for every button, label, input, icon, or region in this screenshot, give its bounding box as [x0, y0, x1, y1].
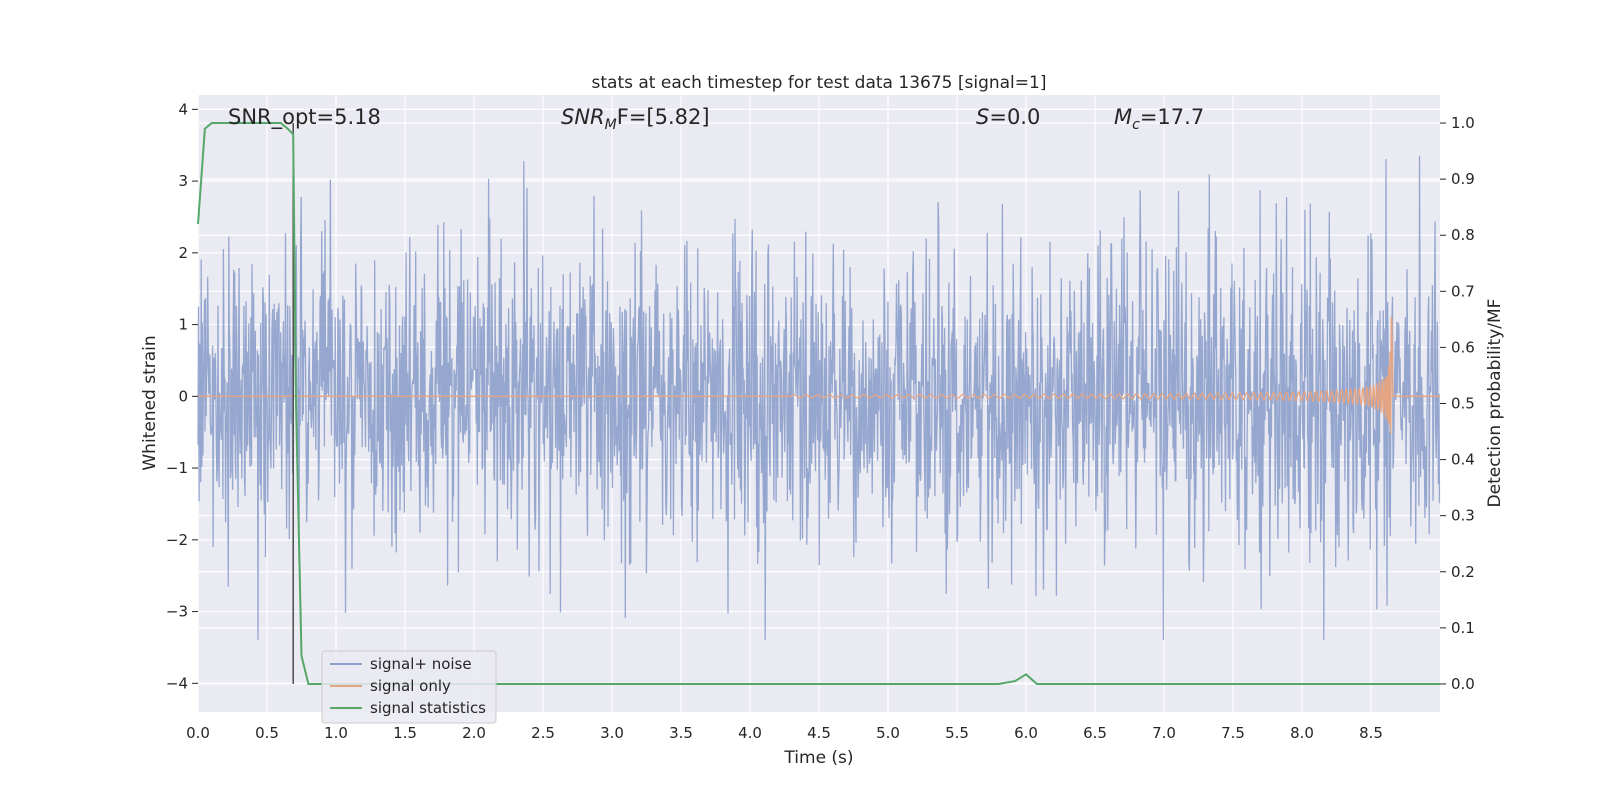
y-axis-label: Whitened strain	[140, 335, 160, 470]
x-tick-label: 1.0	[324, 724, 348, 742]
annotation-snr-mf-prefix: SNR	[561, 105, 605, 129]
series-signal-noise	[197, 155, 1441, 641]
x-tick-label: 3.5	[669, 724, 693, 742]
legend: signal+ noise signal only signal statist…	[321, 650, 497, 724]
y2-tick-label: 0.0	[1451, 675, 1475, 693]
legend-label-signal-noise: signal+ noise	[370, 655, 472, 673]
y2-tick-label: 1.0	[1451, 114, 1475, 132]
x-tick-label: 6.0	[1014, 724, 1038, 742]
x-tick-label: 5.0	[876, 724, 900, 742]
y2-tick-label: 0.4	[1451, 451, 1475, 469]
y-axis-ticks: −4 −3 −2 −1 0 1 2 3 4	[166, 100, 198, 692]
y-tick-label: −2	[166, 531, 188, 549]
x-axis-ticks: 0.0 0.5 1.0 1.5 2.0 2.5 3.0 3.5 4.0 4.5 5.0 5.5 6.0 6…	[186, 724, 1383, 742]
x-tick-label: 7.5	[1221, 724, 1245, 742]
annotation-mc-rest: =17.7	[1140, 105, 1204, 129]
y2-tick-label: 0.2	[1451, 563, 1475, 581]
x-tick-label: 1.5	[393, 724, 417, 742]
y-tick-label: −3	[166, 603, 188, 621]
x-tick-label: 6.5	[1083, 724, 1107, 742]
y-tick-label: 2	[178, 244, 188, 262]
x-tick-label: 0.0	[186, 724, 210, 742]
annotation-s-var: S	[976, 105, 989, 129]
y-tick-label: 1	[178, 316, 188, 334]
y-tick-label: −4	[166, 674, 188, 692]
series-signal-only	[198, 317, 1440, 435]
annotation-mc-sub: c	[1132, 117, 1140, 133]
y2-tick-label: 0.5	[1451, 395, 1475, 413]
x-tick-label: 4.0	[738, 724, 762, 742]
x-tick-label: 8.5	[1359, 724, 1383, 742]
y2-tick-label: 0.1	[1451, 619, 1475, 637]
annotation-snr-mf: SNRMF=[5.82]	[561, 105, 710, 133]
y2-tick-label: 0.9	[1451, 170, 1475, 188]
annotation-mc: Mc=17.7	[1114, 105, 1204, 133]
x-axis-label: Time (s)	[783, 748, 853, 768]
y-tick-label: 0	[178, 387, 188, 405]
legend-label-signal-only: signal only	[370, 677, 451, 695]
annotation-mc-var: M	[1114, 105, 1132, 129]
x-tick-label: 7.0	[1152, 724, 1176, 742]
x-tick-label: 4.5	[807, 724, 831, 742]
x-tick-label: 2.5	[531, 724, 555, 742]
y2-tick-label: 0.7	[1451, 282, 1475, 300]
x-tick-label: 3.0	[600, 724, 624, 742]
annotation-snr-mf-rest: F=[5.82]	[617, 105, 710, 129]
y2-tick-label: 0.8	[1451, 226, 1475, 244]
y-tick-label: 3	[178, 172, 188, 190]
legend-label-signal-statistics: signal statistics	[370, 699, 486, 717]
annotation-snr-opt: SNR_opt=5.18	[228, 105, 381, 130]
y2-axis-label: Detection probability/MF	[1485, 299, 1505, 508]
annotation-s: S=0.0	[976, 105, 1040, 129]
chart-title: stats at each timestep for test data 136…	[592, 73, 1047, 93]
y2-tick-label: 0.3	[1451, 507, 1475, 525]
y-tick-label: 4	[178, 100, 188, 118]
y2-tick-label: 0.6	[1451, 338, 1475, 356]
annotation-snr-mf-sub: M	[605, 117, 617, 133]
x-tick-label: 0.5	[255, 724, 279, 742]
signal-only-line	[198, 317, 1440, 435]
y-tick-label: −1	[166, 459, 188, 477]
legend-box	[321, 650, 497, 724]
signal-noise-line	[197, 155, 1441, 641]
y2-axis-ticks: 0.0 0.1 0.2 0.3 0.4 0.5 0.6 0.7 0.8 0.9 1.0	[1440, 114, 1475, 693]
x-tick-label: 8.0	[1290, 724, 1314, 742]
x-tick-label: 5.5	[945, 724, 969, 742]
annotation-s-rest: =0.0	[989, 105, 1040, 129]
x-tick-label: 2.0	[462, 724, 486, 742]
